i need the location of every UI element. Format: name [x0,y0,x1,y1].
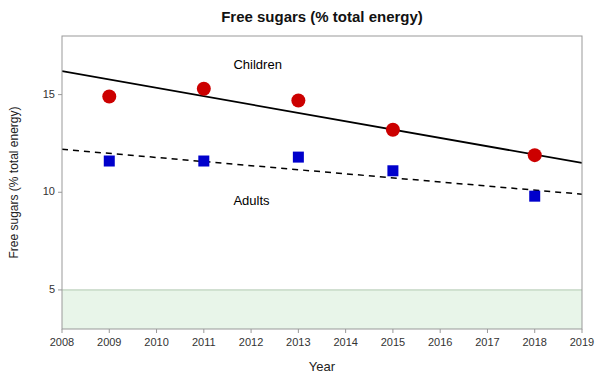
x-tick [487,329,488,333]
x-tick [582,329,583,333]
annotation: Adults [233,193,270,208]
data-point [529,191,540,202]
plot-background [62,36,582,329]
data-point [293,152,304,163]
chart: 2008 2009 2010 2011 2012 2013 2014 2015 2016 2017… [0,0,600,385]
x-tick-label: 2015 [381,336,405,348]
x-tick-label: 2008 [50,336,74,348]
x-tick [62,329,63,333]
x-tick-label: 2017 [475,336,499,348]
x-tick [392,329,393,333]
y-tick-label: 5 [49,283,55,295]
x-tick-label: 2014 [333,336,357,348]
y-axis-label: Free sugars (% total energy) [7,106,21,258]
x-tick-label: 2012 [239,336,263,348]
annotation: Children [233,57,281,72]
data-point [386,123,400,137]
x-tick-label: 2016 [428,336,452,348]
y-tick [58,94,62,95]
x-tick [156,329,157,333]
chart-title: Free sugars (% total energy) [221,8,423,25]
plot-frame [62,36,582,329]
data-point [102,90,116,104]
data-point [387,165,398,176]
threshold-line [62,289,582,290]
x-tick [109,329,110,333]
x-tick [298,329,299,333]
data-point [291,93,305,107]
x-tick [440,329,441,333]
x-tick [345,329,346,333]
x-axis-label: Year [309,359,336,374]
trend-line [62,149,582,194]
x-axis: 2008 2009 2010 2011 2012 2013 2014 2015 2016 2017… [50,329,594,348]
x-tick-label: 2018 [522,336,546,348]
data-point [104,156,115,167]
x-tick-label: 2009 [97,336,121,348]
x-tick-label: 2010 [144,336,168,348]
x-tick-label: 2019 [570,336,594,348]
x-tick [203,329,204,333]
y-axis: 5 10 15 [43,88,62,295]
plot-area [62,71,582,329]
x-tick [251,329,252,333]
y-tick [58,289,62,290]
threshold-region [62,290,582,329]
x-tick [534,329,535,333]
data-point [197,82,211,96]
x-tick-label: 2011 [192,336,216,348]
trend-line [62,71,582,163]
data-point [198,156,209,167]
y-tick-label: 15 [43,88,55,100]
y-tick-label: 10 [43,185,55,197]
y-tick [58,192,62,193]
x-tick-label: 2013 [286,336,310,348]
data-point [528,148,542,162]
